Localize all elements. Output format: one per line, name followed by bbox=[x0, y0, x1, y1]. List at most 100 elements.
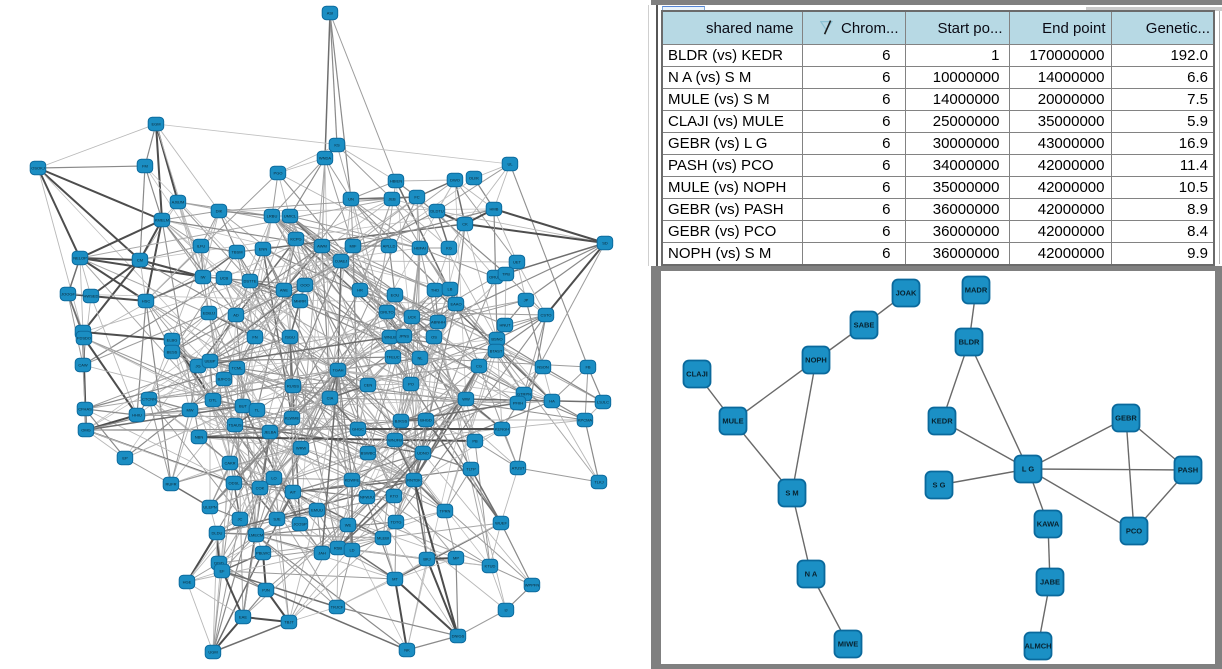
svg-text:TDTG: TDTG bbox=[391, 520, 402, 525]
svg-text:MHRR: MHRR bbox=[294, 299, 306, 304]
svg-text:JP: JP bbox=[524, 298, 529, 303]
svg-text:TRJCF: TRJCF bbox=[331, 605, 344, 610]
svg-text:AJBJM: AJBJM bbox=[172, 200, 185, 205]
svg-text:WPPFN: WPPFN bbox=[525, 583, 540, 588]
svg-text:FDSDO: FDSDO bbox=[77, 336, 91, 341]
svg-text:EGM: EGM bbox=[151, 122, 160, 127]
svg-text:UDNO: UDNO bbox=[417, 451, 429, 456]
svg-text:GEBR: GEBR bbox=[1115, 414, 1137, 423]
svg-text:HGE: HGE bbox=[183, 580, 192, 585]
svg-text:DNIGS: DNIGS bbox=[452, 634, 465, 639]
svg-text:UN: UN bbox=[348, 197, 354, 202]
svg-text:ATUST: ATUST bbox=[512, 466, 525, 471]
svg-text:BSWBC: BSWBC bbox=[361, 451, 376, 456]
svg-text:NFWJU: NFWJU bbox=[360, 495, 374, 500]
svg-text:JC: JC bbox=[238, 517, 243, 522]
svg-text:MT: MT bbox=[392, 577, 398, 582]
svg-text:KAWA: KAWA bbox=[1037, 520, 1060, 529]
svg-text:JABE: JABE bbox=[1040, 578, 1060, 587]
svg-text:FC: FC bbox=[414, 195, 419, 200]
svg-text:WW: WW bbox=[462, 397, 470, 402]
svg-text:UGM: UGM bbox=[208, 650, 217, 655]
svg-text:KLWME: KLWME bbox=[285, 416, 300, 421]
svg-text:NBN: NBN bbox=[195, 435, 204, 440]
svg-text:FN: FN bbox=[252, 335, 257, 340]
svg-text:OOO: OOO bbox=[300, 283, 309, 288]
svg-text:WNDA: WNDA bbox=[319, 156, 332, 161]
svg-text:KTO: KTO bbox=[390, 494, 398, 499]
svg-text:LMECM: LMECM bbox=[249, 533, 263, 538]
svg-text:KS: KS bbox=[334, 143, 340, 148]
svg-text:BESS: BESS bbox=[167, 350, 178, 355]
svg-text:MW: MW bbox=[186, 408, 193, 413]
svg-text:LB: LB bbox=[448, 287, 453, 292]
svg-text:UCK: UCK bbox=[408, 315, 417, 320]
svg-text:EF: EF bbox=[219, 569, 225, 574]
svg-text:HR: HR bbox=[357, 288, 363, 293]
svg-text:KENGH: KENGH bbox=[495, 427, 509, 432]
svg-text:BLDR: BLDR bbox=[959, 338, 980, 347]
svg-text:SD: SD bbox=[602, 241, 608, 246]
svg-text:ORUN: ORUN bbox=[489, 275, 501, 280]
svg-text:BHGD: BHGD bbox=[420, 418, 432, 423]
svg-text:HBIEN: HBIEN bbox=[390, 179, 402, 184]
svg-text:KDWFE: KDWFE bbox=[345, 478, 360, 483]
svg-text:CLAJI: CLAJI bbox=[686, 370, 708, 379]
svg-text:DSTTE: DSTTE bbox=[243, 279, 256, 284]
svg-text:IW: IW bbox=[201, 275, 206, 280]
svg-text:SJE: SJE bbox=[273, 517, 281, 522]
svg-text:BKJ: BKJ bbox=[423, 557, 430, 562]
svg-text:TFEUC: TFEUC bbox=[386, 355, 399, 360]
svg-text:PJN: PJN bbox=[262, 588, 270, 593]
svg-text:TBJT: TBJT bbox=[284, 620, 294, 625]
svg-text:BUT: BUT bbox=[239, 404, 248, 409]
svg-text:MIF: MIF bbox=[350, 244, 357, 249]
svg-text:DWO: DWO bbox=[450, 178, 460, 183]
svg-text:PB: PB bbox=[472, 439, 478, 444]
svg-text:UL: UL bbox=[507, 162, 513, 167]
svg-text:TCML: TCML bbox=[232, 366, 244, 371]
svg-text:COK: COK bbox=[256, 486, 265, 491]
svg-text:OLIIK: OLIIK bbox=[469, 176, 480, 181]
svg-text:TPRN: TPRN bbox=[440, 509, 451, 514]
svg-text:JPNS: JPNS bbox=[399, 334, 410, 339]
svg-text:ISGU: ISGU bbox=[285, 335, 295, 340]
svg-text:TGAH: TGAH bbox=[332, 368, 343, 373]
svg-text:ODSL: ODSL bbox=[229, 481, 241, 486]
svg-text:HWSED: HWSED bbox=[84, 294, 99, 299]
svg-text:UMICL: UMICL bbox=[284, 214, 297, 219]
svg-text:WUEF: WUEF bbox=[495, 521, 507, 526]
svg-text:IJ: IJ bbox=[504, 608, 507, 613]
svg-text:HBFAI: HBFAI bbox=[414, 246, 426, 251]
svg-text:JOOGF: JOOGF bbox=[61, 292, 75, 297]
svg-text:RNTDK: RNTDK bbox=[407, 478, 421, 483]
svg-text:RUISS: RUISS bbox=[287, 384, 300, 389]
svg-text:KEDR: KEDR bbox=[931, 417, 953, 426]
svg-text:PASH: PASH bbox=[1178, 466, 1198, 475]
svg-text:KG: KG bbox=[446, 246, 452, 251]
svg-text:KMELM: KMELM bbox=[155, 218, 169, 223]
svg-text:NOPH: NOPH bbox=[805, 356, 827, 365]
svg-text:KPCMA: KPCMA bbox=[578, 418, 593, 423]
svg-text:JELBA: JELBA bbox=[264, 430, 277, 435]
svg-text:UET: UET bbox=[513, 260, 522, 265]
svg-text:N A: N A bbox=[805, 570, 818, 579]
svg-text:JEB: JEB bbox=[388, 197, 396, 202]
svg-text:JCOSP: JCOSP bbox=[293, 522, 307, 527]
svg-text:L G: L G bbox=[1022, 465, 1035, 474]
svg-text:WNLB: WNLB bbox=[384, 335, 396, 340]
svg-text:TL: TL bbox=[255, 408, 260, 413]
svg-text:ULEPN: ULEPN bbox=[203, 505, 216, 510]
svg-text:CFHAS: CFHAS bbox=[78, 407, 92, 412]
svg-text:DLDTU: DLDTU bbox=[430, 209, 443, 214]
svg-text:ENN: ENN bbox=[259, 247, 268, 252]
svg-text:LD: LD bbox=[349, 548, 354, 553]
svg-text:PCO: PCO bbox=[1126, 527, 1142, 536]
svg-text:ASI: ASI bbox=[327, 11, 333, 16]
svg-text:DLDU: DLDU bbox=[212, 531, 223, 536]
svg-text:WRW: WRW bbox=[296, 446, 307, 451]
svg-text:ILFU: ILFU bbox=[197, 244, 206, 249]
svg-text:CEN: CEN bbox=[364, 383, 373, 388]
svg-text:LO: LO bbox=[271, 476, 276, 481]
svg-text:CK: CK bbox=[462, 222, 468, 227]
